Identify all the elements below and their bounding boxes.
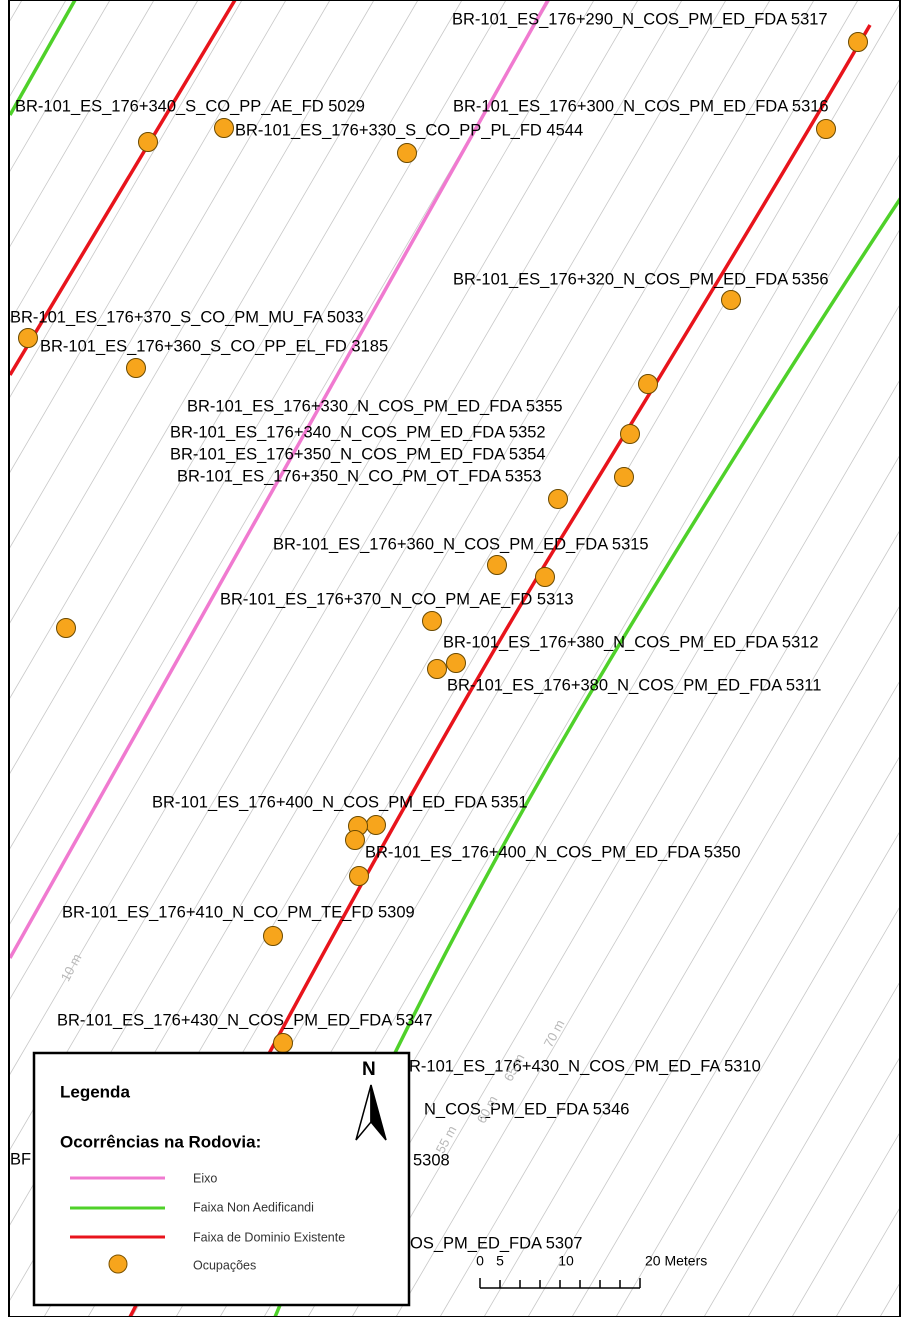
occurrence-point (18, 328, 38, 348)
map-frame (8, 0, 901, 1317)
contour-line (9, 0, 375, 626)
occurrence-point (620, 424, 640, 444)
map-label: BR-101_ES_176+370_S_CO_PM_MU_FA 5033 (10, 308, 364, 326)
map-label: BR-101_ES_176+340_N_COS_PM_ED_FDA 5352 (170, 423, 546, 441)
contour-line (9, 0, 155, 249)
contour-line (395, 454, 900, 1317)
occurrence-point (366, 815, 386, 835)
map-label: N_COS_PM_ED_FDA 5346 (424, 1100, 629, 1118)
map-label: BR-101_ES_176+380_N_COS_PM_ED_FDA 5311 (447, 676, 821, 694)
legend-swatch (108, 1254, 128, 1274)
occurrence-point (126, 358, 146, 378)
scale-label: 20 Meters (645, 1253, 707, 1269)
contour-line (747, 1056, 900, 1317)
map-label: BR-101_ES_176+290_N_COS_PM_ED_FDA 5317 (452, 10, 828, 28)
occurrence-point (427, 659, 447, 679)
contour-line (9, 0, 463, 776)
occurrence-point (816, 119, 836, 139)
occurrence-point (848, 32, 868, 52)
contour-line (9, 0, 507, 851)
occurrence-point (138, 132, 158, 152)
legend-item: Faixa Non Aedificandi (193, 1200, 314, 1214)
map-label: OS_PM_ED_FDA 5307 (410, 1234, 582, 1252)
map-label: BR-101_ES_176+430_N_COS_PM_ED_FDA 5347 (57, 1011, 433, 1029)
occurrence-point (548, 489, 568, 509)
domain-line (9, 0, 237, 376)
legend-item: Ocupações (193, 1258, 256, 1272)
occurrence-point (614, 467, 634, 487)
non-aedificandi-line (9, 0, 77, 116)
contour-line (351, 378, 900, 1317)
contour-line (9, 0, 419, 701)
occurrence-point (263, 926, 283, 946)
occurrence-point (397, 143, 417, 163)
roads (9, 0, 900, 1317)
contour-line (9, 0, 551, 927)
occurrence-point (446, 653, 466, 673)
map-label: BR-101_ES_176+340_S_CO_PP_AE_FD 5029 (15, 97, 365, 115)
map-label: BR-101_ES_176+400_N_COS_PM_ED_FDA 5350 (365, 843, 741, 861)
contour-line (703, 980, 900, 1317)
map-label: BR-101_ES_176+400_N_COS_PM_ED_FDA 5351 (152, 793, 528, 811)
legend-item: Faixa de Dominio Existente (193, 1230, 345, 1244)
map-label: BR-101_ES_176+430_N_COS_PM_ED_FA 5310 (398, 1057, 761, 1075)
map-label: BR-101_ES_176+330_N_COS_PM_ED_FDA 5355 (187, 397, 563, 415)
occurrence-point (345, 830, 365, 850)
map-label: BR-101_ES_176+410_N_CO_PM_TE_FD 5309 (62, 903, 415, 921)
contour-line (9, 0, 243, 400)
scale-bar: 0 5 10 20 Meters (476, 1253, 707, 1289)
occurrence-point (487, 555, 507, 575)
contour-line (483, 604, 900, 1317)
occurrence-point (273, 1033, 293, 1053)
occurrence-point (56, 618, 76, 638)
occurrence-point (422, 611, 442, 631)
north-label: N (362, 1059, 376, 1080)
legend-title: Legenda (60, 1082, 130, 1101)
occurrence-point (638, 374, 658, 394)
axis-line (9, 0, 550, 959)
contour-line (9, 0, 287, 475)
contour-line (615, 830, 900, 1317)
map-label: BR-101_ES_176+370_N_CO_PM_AE_FD 5313 (220, 590, 574, 608)
scale-ticks (479, 1278, 641, 1289)
north-arrow (370, 1084, 387, 1141)
contour-line (659, 905, 900, 1317)
contour-line (9, 0, 199, 325)
contour-line (307, 303, 900, 1317)
contour-line (571, 755, 900, 1317)
map-label: BR-101_ES_176+360_N_COS_PM_ED_FDA 5315 (273, 535, 649, 553)
contour-line (9, 0, 595, 1002)
occurrence-point (214, 118, 234, 138)
legend-item: Eixo (193, 1171, 217, 1185)
contour-line (527, 679, 900, 1317)
scale-label: 5 (496, 1253, 504, 1269)
map-label: BR-101_ES_176+360_S_CO_PP_EL_FD 3185 (40, 337, 388, 355)
contour-line (9, 0, 331, 550)
map-label: BR-101_ES_176+300_N_COS_PM_ED_FDA 5316 (453, 97, 829, 115)
map-label: BR-101_ES_176+320_N_COS_PM_ED_FDA 5356 (453, 270, 829, 288)
map-label: BF (10, 1150, 31, 1168)
scale-label: 10 (558, 1253, 574, 1269)
occurrence-point (349, 866, 369, 886)
map-label: BR-101_ES_176+350_N_CO_PM_OT_FDA 5353 (177, 467, 542, 485)
map-label: BR-101_ES_176+380_N_COS_PM_ED_FDA 5312 (443, 633, 819, 651)
contour-line (439, 529, 900, 1317)
map-label: BR-101_ES_176+350_N_COS_PM_ED_FDA 5354 (170, 445, 546, 463)
contour-line (9, 0, 639, 1077)
domain-line (128, 24, 872, 1317)
scale-label: 0 (476, 1253, 484, 1269)
occurrence-point (721, 290, 741, 310)
occurrence-points (18, 32, 868, 1053)
legend-subtitle: Ocorrências na Rodovia: (60, 1132, 261, 1151)
map-label: BR-101_ES_176+330_S_CO_PP_PL_FD 4544 (235, 121, 583, 139)
legend: Legenda Ocorrências na Rodovia: Eixo Fai… (32, 1051, 411, 1307)
occurrence-point (535, 567, 555, 587)
map-labels: BR-101_ES_176+290_N_COS_PM_ED_FDA 5317 BR… (10, 10, 829, 1252)
map-label: 5308 (413, 1151, 450, 1169)
